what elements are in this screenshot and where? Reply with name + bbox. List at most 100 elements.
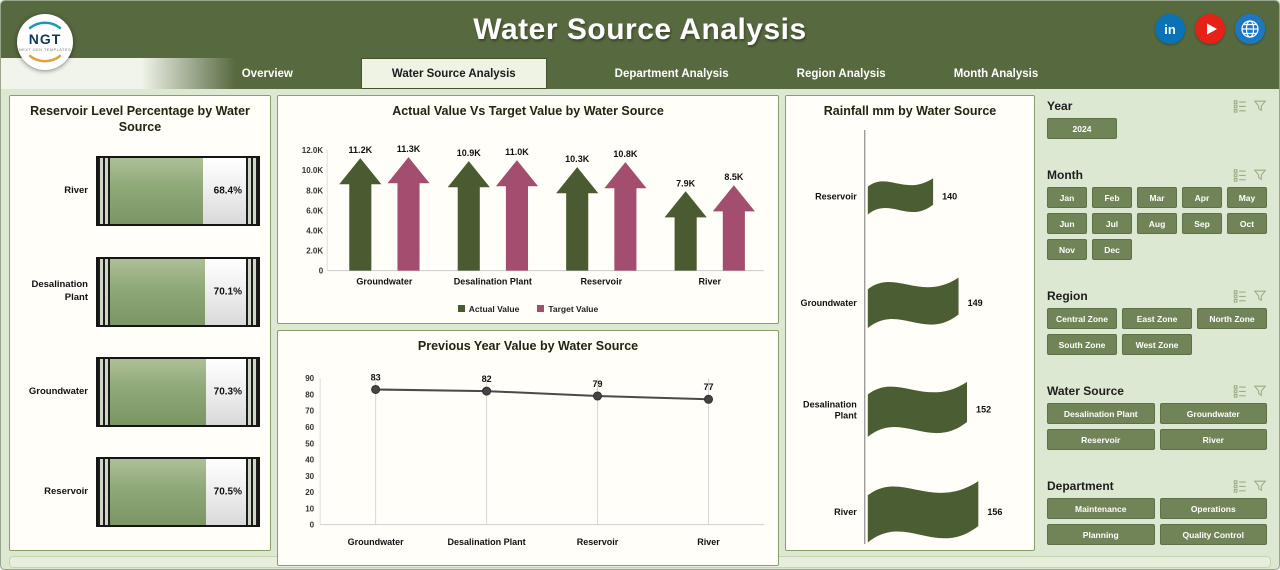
filter-option-mar[interactable]: Mar <box>1137 187 1177 208</box>
rainfall-flag <box>867 177 934 215</box>
filter-option-river[interactable]: River <box>1159 429 1267 450</box>
filter-sidebar: Year 2024 Month Jan Feb Mar Apr May Jun Jul Aug Sep… <box>1041 95 1271 551</box>
arrow-bar-target-value <box>387 156 430 271</box>
filter-option-central-zone[interactable]: Central Zone <box>1047 308 1117 329</box>
filter-option-desalination-plant[interactable]: Desalination Plant <box>1047 403 1155 424</box>
filter-option-dec[interactable]: Dec <box>1092 239 1132 260</box>
filter-option-groundwater[interactable]: Groundwater <box>1159 403 1267 424</box>
arrow-chart-svg: 0 2.0K 4.0K 6.0K 8.0K 10.0K 12.0K Groundwater 11… <box>302 144 764 286</box>
filter-icon[interactable] <box>1253 99 1267 113</box>
legend-swatch <box>457 305 465 313</box>
gauge-value-label: 70.5% <box>213 486 242 498</box>
y-tick-label: 60 <box>305 423 314 432</box>
filter-option-jan[interactable]: Jan <box>1047 187 1087 208</box>
youtube-icon[interactable] <box>1195 14 1225 44</box>
value-label: 10.9K <box>457 148 482 158</box>
filter-option-quality-control[interactable]: Quality Control <box>1159 524 1267 545</box>
previous-year-title: Previous Year Value by Water Source <box>417 338 639 353</box>
filter-icon[interactable] <box>1253 289 1267 303</box>
battery-cap-left <box>98 458 110 525</box>
filter-option-nov[interactable]: Nov <box>1047 239 1087 260</box>
y-tick-label: 0 <box>310 521 315 530</box>
filter-option-planning[interactable]: Planning <box>1047 524 1155 545</box>
battery-cap-left <box>98 358 110 425</box>
filter-option-sep[interactable]: Sep <box>1182 213 1222 234</box>
clear-selections-icon[interactable] <box>1233 479 1247 493</box>
category-label: Reservoir <box>815 191 857 201</box>
filter-option-oct[interactable]: Oct <box>1227 213 1267 234</box>
battery-fill <box>110 158 204 225</box>
gauge-label: River <box>64 185 88 197</box>
filter-option-reservoir[interactable]: Reservoir <box>1047 429 1155 450</box>
filter-icon[interactable] <box>1253 384 1267 398</box>
tab-month-analysis[interactable]: Month Analysis <box>953 67 1039 80</box>
y-tick-label: 10.0K <box>302 166 324 175</box>
filter-option-apr[interactable]: Apr <box>1182 187 1222 208</box>
filter-section-year: Year 2024 <box>1047 97 1269 139</box>
rainfall-chart-svg: Reservoir 140 Groundwater 149 DesalinationPl… <box>801 129 1002 544</box>
y-tick-label: 4.0K <box>306 226 323 235</box>
legend-swatch <box>537 305 545 313</box>
battery-cap-right <box>246 358 258 425</box>
data-point <box>482 386 492 396</box>
value-label: 152 <box>976 404 991 414</box>
category-label: Reservoir <box>580 276 622 286</box>
filter-option-west-zone[interactable]: West Zone <box>1122 334 1192 355</box>
filter-option-maintenance[interactable]: Maintenance <box>1047 498 1155 519</box>
filter-option-south-zone[interactable]: South Zone <box>1047 334 1117 355</box>
clear-selections-icon[interactable] <box>1233 99 1247 113</box>
gauge-label: Groundwater <box>28 385 88 397</box>
logo-text: NGT <box>28 30 62 47</box>
tab-water-source-analysis[interactable]: Water Source Analysis <box>360 58 547 89</box>
clear-selections-icon[interactable] <box>1233 168 1247 182</box>
filter-icon[interactable] <box>1253 168 1267 182</box>
value-label: 11.2K <box>349 145 373 155</box>
tab-region-analysis[interactable]: Region Analysis <box>796 67 886 80</box>
y-tick-label: 10 <box>305 505 314 514</box>
filter-option-aug[interactable]: Aug <box>1137 213 1177 234</box>
slicer-header-icons <box>1233 384 1267 398</box>
y-tick-label: 2.0K <box>306 246 323 255</box>
filter-icon[interactable] <box>1253 479 1267 493</box>
line-chart: 0 10 20 30 40 50 60 70 80 90 83 Groundwater 82 Desali… <box>284 358 772 559</box>
clear-selections-icon[interactable] <box>1233 289 1247 303</box>
battery-fill <box>110 258 206 325</box>
ngt-logo: NGT NEXT GEN TEMPLATES <box>17 14 73 70</box>
rainfall-title: Rainfall mm by Water Source <box>823 104 997 118</box>
battery-cap-left <box>98 158 110 225</box>
filter-option-jul[interactable]: Jul <box>1092 213 1132 234</box>
tab-overview[interactable]: Overview <box>241 67 293 80</box>
filter-header: Month <box>1047 168 1267 182</box>
arrow-bar-target-value <box>495 159 539 271</box>
filter-option-may[interactable]: May <box>1227 187 1267 208</box>
filter-option-jun[interactable]: Jun <box>1047 213 1087 234</box>
logo-arcs <box>28 21 62 63</box>
filter-option-north-zone[interactable]: North Zone <box>1197 308 1267 329</box>
clear-selections-icon[interactable] <box>1233 384 1247 398</box>
linkedin-icon[interactable]: in <box>1155 14 1185 44</box>
filter-option-2024[interactable]: 2024 <box>1047 118 1117 139</box>
reservoir-level-panel: Reservoir Level Percentage by Water Sour… <box>9 95 271 551</box>
value-label: 7.9K <box>676 178 696 188</box>
filter-option-feb[interactable]: Feb <box>1092 187 1132 208</box>
filter-option-east-zone[interactable]: East Zone <box>1122 308 1192 329</box>
gauge-row-river: River 68.4% <box>20 156 260 227</box>
slicer-header-icons <box>1233 479 1267 493</box>
line-series <box>375 388 709 401</box>
data-point <box>593 391 603 401</box>
reservoir-level-title: Reservoir Level Percentage by Water Sour… <box>30 104 250 134</box>
filter-options: 2024 <box>1047 118 1267 139</box>
filter-option-operations[interactable]: Operations <box>1159 498 1267 519</box>
battery-cap-left <box>98 258 110 325</box>
tab-department-analysis[interactable]: Department Analysis <box>614 67 729 80</box>
arrow-bar-target-value <box>604 161 647 271</box>
slicer-header-icons <box>1233 289 1267 303</box>
slicer-header-icons <box>1233 99 1267 113</box>
actual-vs-target-panel: Actual Value Vs Target Value by Water So… <box>277 95 779 324</box>
website-icon[interactable] <box>1235 14 1265 44</box>
value-label: 149 <box>968 297 983 307</box>
y-tick-label: 50 <box>305 440 314 449</box>
filter-options: Central Zone East Zone North Zone South Zon… <box>1047 308 1267 355</box>
y-tick-label: 8.0K <box>306 186 323 195</box>
